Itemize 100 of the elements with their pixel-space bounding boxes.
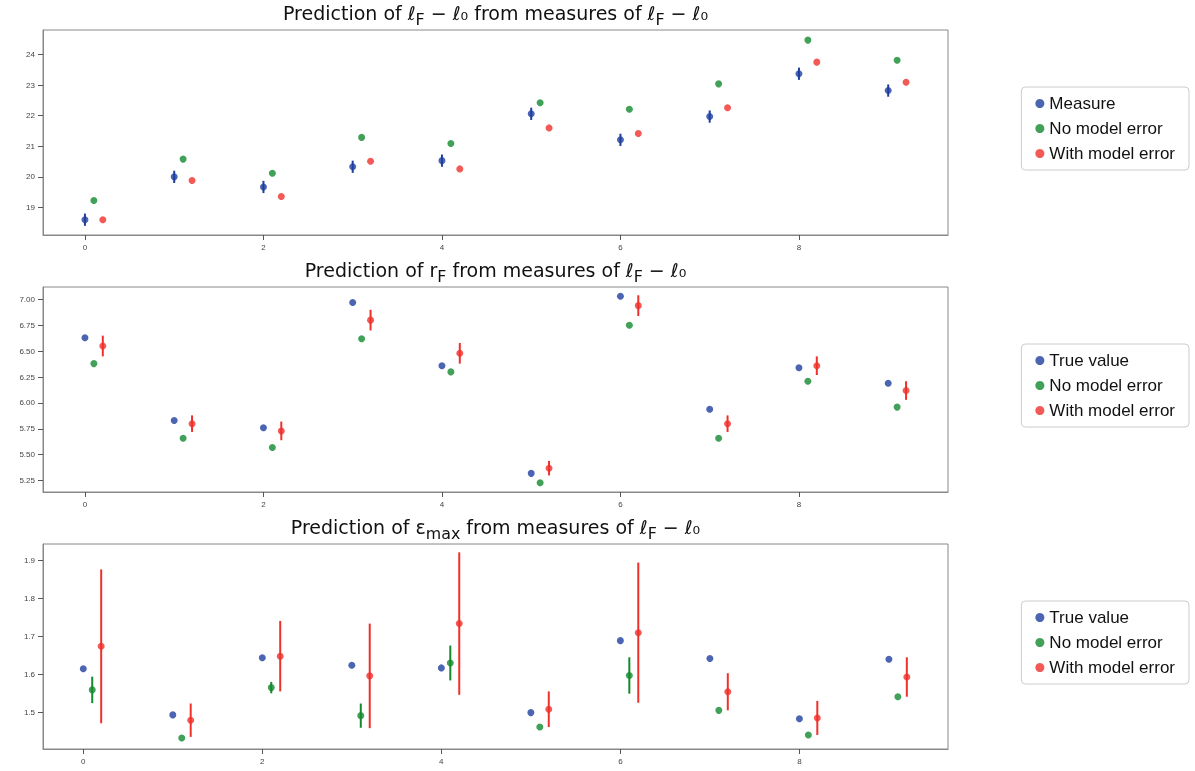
chart-title: Prediction of r$_{F}$ from measures of ℓ$_{F}$ − ℓ₀ [303, 259, 688, 286]
y-tick-label: 1.8 [23, 594, 36, 604]
point [715, 434, 723, 442]
x-tick-label: 4 [439, 756, 445, 766]
point [616, 292, 624, 300]
point [795, 70, 803, 78]
point [903, 673, 911, 681]
point [267, 684, 275, 692]
x-tick-label: 8 [796, 499, 802, 509]
point [884, 379, 892, 387]
point [715, 706, 723, 714]
legend-label: With model error [1049, 401, 1176, 420]
point [625, 671, 633, 679]
x-tick-label: 4 [439, 499, 445, 509]
point [902, 78, 910, 86]
point [536, 479, 544, 487]
point [179, 434, 187, 442]
point [277, 427, 285, 435]
y-tick-label: 21 [26, 141, 36, 151]
point [81, 216, 89, 224]
point [99, 342, 107, 350]
point [259, 424, 267, 432]
y-tick-label: 5.75 [19, 424, 36, 434]
point [795, 364, 803, 372]
point [447, 368, 455, 376]
point [527, 469, 535, 477]
point [536, 723, 544, 731]
point [625, 321, 633, 329]
point [188, 177, 196, 185]
point [187, 716, 195, 724]
point [455, 620, 463, 628]
point [90, 360, 98, 368]
point [545, 705, 553, 713]
point [724, 420, 732, 428]
y-tick-label: 1.9 [23, 556, 36, 566]
point [885, 655, 893, 663]
x-tick-label: 0 [81, 756, 87, 766]
point [99, 216, 107, 224]
x-tick-label: 0 [82, 499, 88, 509]
point [170, 417, 178, 425]
x-tick-label: 2 [261, 242, 267, 252]
x-tick-label: 0 [82, 242, 88, 252]
y-tick-label: 5.50 [19, 450, 36, 460]
point [724, 104, 732, 112]
x-tick-label: 2 [260, 756, 266, 766]
point [902, 387, 910, 395]
point [358, 133, 366, 141]
point [893, 56, 901, 64]
point [616, 637, 624, 645]
point [804, 731, 812, 739]
point [276, 652, 284, 660]
point [456, 349, 464, 357]
y-tick-label: 5.25 [19, 476, 36, 486]
point [97, 642, 105, 650]
point [527, 110, 535, 118]
point [349, 163, 357, 171]
x-tick-label: 6 [618, 242, 624, 252]
point [437, 664, 445, 672]
point [357, 712, 365, 720]
point [724, 688, 732, 696]
chart-title: Prediction of ℓ$_{F}$ − ℓ₀ from measures of ℓ$_{F}$ − ℓ₀ [281, 2, 710, 29]
point [893, 403, 901, 411]
y-tick-label: 6.00 [19, 398, 36, 408]
legend-label: No model error [1049, 633, 1164, 652]
point [438, 157, 446, 165]
point [715, 80, 723, 88]
legend-label: True value [1049, 608, 1130, 627]
legend-label: No model error [1049, 376, 1164, 395]
point [884, 87, 892, 95]
point [169, 711, 177, 719]
point [268, 169, 276, 177]
point [813, 58, 821, 66]
point [438, 362, 446, 370]
point [813, 362, 821, 370]
x-tick-label: 8 [796, 242, 802, 252]
point [804, 377, 812, 385]
point [88, 686, 96, 694]
point [795, 715, 803, 723]
point [527, 709, 535, 717]
y-tick-label: 22 [26, 111, 36, 121]
point [706, 405, 714, 413]
point [894, 693, 902, 701]
point [446, 659, 454, 667]
y-tick-label: 19 [26, 202, 36, 212]
point [179, 155, 187, 163]
y-tick-label: 23 [26, 80, 36, 90]
legend-label: Measure [1049, 94, 1116, 113]
legend-label: With model error [1049, 658, 1176, 677]
y-tick-label: 6.50 [19, 346, 36, 356]
point [367, 316, 375, 324]
point [706, 113, 714, 121]
legend-label: With model error [1049, 144, 1176, 163]
x-tick-label: 2 [261, 499, 267, 509]
y-tick-label: 6.75 [19, 320, 36, 330]
x-tick-label: 8 [797, 756, 803, 766]
point [813, 714, 821, 722]
y-tick-label: 24 [26, 49, 36, 59]
point [545, 464, 553, 472]
point [616, 136, 624, 144]
point [366, 672, 374, 680]
